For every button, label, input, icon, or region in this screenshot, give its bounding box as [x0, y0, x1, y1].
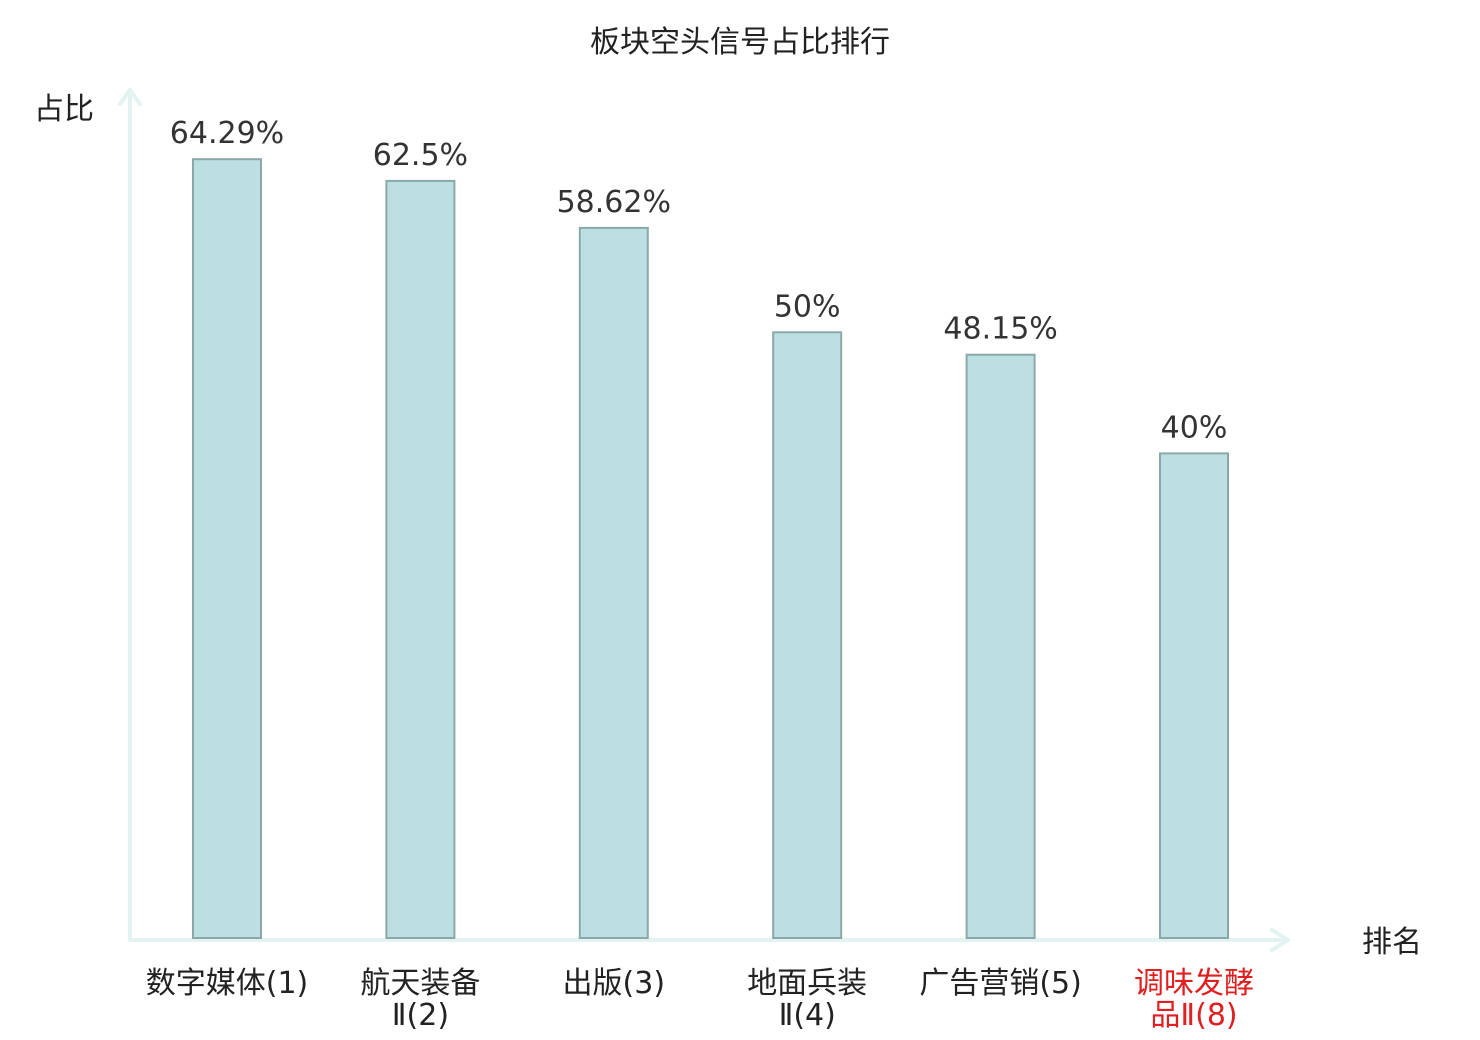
bar-6	[1159, 452, 1229, 939]
value-labels: 64.29% 62.5% 58.62% 50% 48.15% 40%	[170, 116, 1228, 445]
category-label-2-line-1: 航天装备	[360, 966, 480, 1001]
x-axis-label: 排名	[1362, 925, 1422, 960]
value-label-4: 50%	[774, 289, 841, 324]
value-label-6: 40%	[1161, 410, 1228, 445]
value-label-3: 58.62%	[557, 185, 671, 220]
y-axis-arrow-icon	[118, 88, 142, 106]
bar-1	[192, 158, 262, 939]
category-label-5: 广告营销(5)	[919, 966, 1082, 1001]
category-label-2-line-2: Ⅱ(2)	[392, 998, 449, 1033]
bar-3	[578, 226, 649, 939]
axes	[118, 88, 1290, 952]
bar-2	[385, 179, 456, 939]
value-label-1: 64.29%	[170, 116, 284, 151]
value-label-2: 62.5%	[373, 138, 468, 173]
bars	[192, 158, 1229, 939]
y-axis-label: 占比	[34, 92, 94, 127]
chart-title: 板块空头信号占比排行	[590, 25, 890, 60]
category-label-3: 出版(3)	[563, 966, 666, 1001]
category-label-6-line-1: 调味发酵	[1134, 966, 1254, 1001]
value-label-5: 48.15%	[943, 312, 1057, 347]
category-label-4-line-1: 地面兵装	[747, 966, 867, 1001]
category-label-1: 数字媒体(1)	[146, 966, 309, 1001]
bar-4	[772, 331, 843, 939]
bar-5	[965, 353, 1036, 939]
category-label-4-line-2: Ⅱ(4)	[779, 998, 836, 1033]
x-axis-arrow-icon	[1270, 928, 1290, 952]
category-label-6-line-2: 品Ⅱ(8)	[1150, 998, 1237, 1033]
